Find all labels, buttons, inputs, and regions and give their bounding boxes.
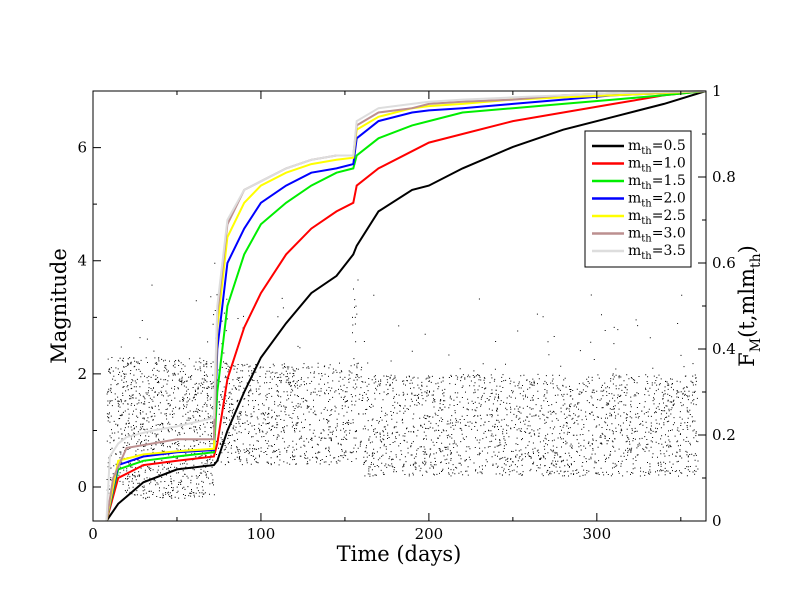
- series-line-m-th-3-5: [105, 90, 707, 522]
- legend-item: mth=1.0: [592, 156, 686, 175]
- series-line-m-th-1-5: [105, 90, 707, 522]
- y-left-tick-label: 2: [77, 365, 87, 383]
- legend-item: mth=1.5: [592, 173, 686, 192]
- tick-lines: [92, 90, 706, 522]
- legend-item: mth=0.5: [592, 138, 686, 157]
- legend-label: mth=2.0: [628, 191, 686, 210]
- legend-item: mth=3.5: [592, 243, 686, 262]
- x-axis-title: Time (days): [337, 542, 462, 566]
- magnitude-points: [106, 254, 699, 500]
- x-tick-label: 300: [583, 525, 612, 543]
- x-tick-label: 200: [415, 525, 444, 543]
- y-right-tick-label: 0: [712, 512, 722, 530]
- legend-item: mth=3.0: [592, 226, 686, 245]
- y-right-tick-label: 0.4: [712, 340, 736, 358]
- legend-label: mth=1.5: [628, 173, 686, 192]
- series-line-m-th-1-0: [105, 90, 707, 522]
- x-tick-label: 100: [247, 525, 276, 543]
- legend-label: mth=3.5: [628, 243, 686, 262]
- y-right-tick-label: 1: [712, 82, 722, 100]
- legend-label: mth=3.0: [628, 226, 686, 245]
- x-tick-labels: 0 100 200 300: [88, 525, 611, 543]
- cdf-series-layer: [105, 90, 707, 522]
- magnitude-scatter: [106, 254, 699, 500]
- y-left-tick-labels: 0 2 4 6: [77, 139, 87, 496]
- x-tick-label: 0: [88, 525, 98, 543]
- y-left-tick-label: 6: [77, 139, 87, 157]
- legend-label: mth=2.5: [628, 208, 686, 227]
- legend-item: mth=2.0: [592, 191, 686, 210]
- y-right-tick-label: 0.8: [712, 168, 736, 186]
- series-line-m-th-0-5: [105, 90, 707, 522]
- legend-label: mth=0.5: [628, 138, 686, 157]
- y-left-tick-label: 0: [77, 478, 87, 496]
- tick-marks: [92, 90, 706, 522]
- y-right-axis-title: FM(t,mlmth): [735, 245, 764, 367]
- legend-items: mth=0.5mth=1.0mth=1.5mth=2.0mth=2.5mth=3…: [592, 138, 686, 262]
- legend-label: mth=1.0: [628, 156, 686, 175]
- y-left-tick-label: 4: [77, 252, 87, 270]
- y-right-tick-label: 0.2: [712, 426, 736, 444]
- legend: mth=0.5mth=1.0mth=1.5mth=2.0mth=2.5mth=3…: [584, 130, 692, 268]
- legend-item: mth=2.5: [592, 208, 686, 227]
- y-left-axis-title: Magnitude: [47, 248, 71, 364]
- y-right-tick-label: 0.6: [712, 254, 736, 272]
- series-line-m-th-2-0: [105, 90, 707, 522]
- y-right-tick-labels: 0 0.2 0.4 0.6 0.8 1: [712, 82, 736, 530]
